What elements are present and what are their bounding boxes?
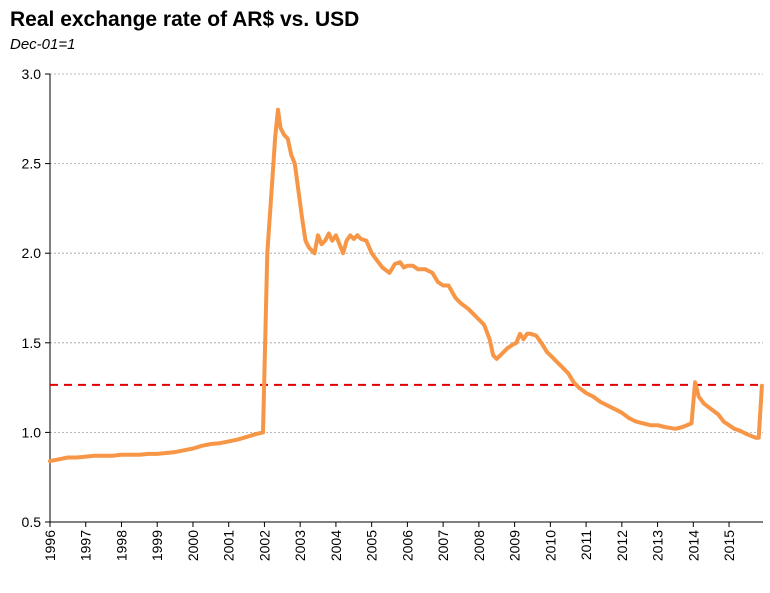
series-group — [48, 107, 764, 464]
x-tick-label: 2005 — [364, 530, 380, 561]
x-tick-label: 2003 — [292, 530, 308, 561]
x-tick-label: 2002 — [256, 530, 272, 561]
x-tick-label: 1997 — [78, 530, 94, 561]
axes — [49, 74, 763, 523]
x-tick-label: 2013 — [650, 530, 666, 561]
chart-subtitle: Dec-01=1 — [10, 36, 76, 53]
y-tick-label: 0.5 — [22, 514, 42, 530]
y-axis-ticks: 0.5 1.0 1.5 2.0 2.5 3.0 — [22, 66, 50, 530]
chart-title: Real exchange rate of AR$ vs. USD — [10, 8, 360, 31]
x-tick-label: 2007 — [435, 530, 451, 561]
x-tick-label: 2000 — [185, 530, 201, 561]
y-tick-label: 1.5 — [22, 335, 42, 351]
gridlines — [50, 73, 763, 433]
x-tick-label: 2010 — [542, 530, 558, 561]
y-tick-label: 2.5 — [22, 156, 42, 172]
x-tick-label: 2012 — [614, 530, 630, 561]
x-tick-label: 2006 — [399, 530, 415, 561]
x-axis-ticks: 1996 1997 1998 1999 2000 2001 2002 2003 2004 2005… — [42, 522, 737, 561]
x-tick-label: 2001 — [221, 530, 237, 561]
x-tick-label: 2004 — [328, 530, 344, 561]
x-tick-label: 2011 — [578, 530, 594, 560]
y-tick-label: 1.0 — [22, 424, 42, 440]
series-line-0 — [48, 107, 764, 464]
x-tick-label: 2014 — [685, 530, 701, 561]
y-tick-label: 3.0 — [22, 66, 42, 82]
x-tick-label: 2008 — [471, 530, 487, 561]
x-tick-label: 2015 — [721, 530, 737, 561]
x-tick-label: 1996 — [42, 530, 58, 561]
x-tick-label: 1999 — [149, 530, 165, 561]
x-tick-label: 2009 — [507, 530, 523, 561]
x-tick-label: 1998 — [113, 530, 129, 561]
y-tick-label: 2.0 — [22, 245, 42, 261]
